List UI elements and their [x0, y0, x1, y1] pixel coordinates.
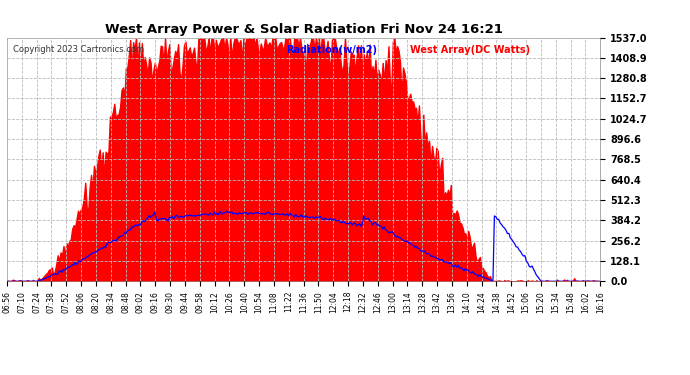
Text: West Array(DC Watts): West Array(DC Watts) [411, 45, 531, 55]
Text: Copyright 2023 Cartronics.com: Copyright 2023 Cartronics.com [13, 45, 144, 54]
Text: Radiation(w/m2): Radiation(w/m2) [286, 45, 377, 55]
Title: West Array Power & Solar Radiation Fri Nov 24 16:21: West Array Power & Solar Radiation Fri N… [105, 23, 502, 36]
